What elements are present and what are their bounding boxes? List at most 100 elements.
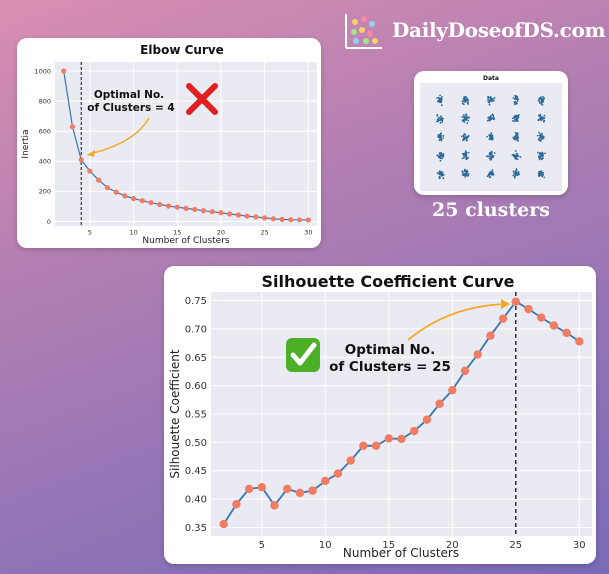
sil-data-point [486, 331, 495, 340]
sil-data-point [537, 313, 546, 322]
data-cluster-point [440, 98, 442, 101]
sil-y-tick-label: 0.35 [185, 523, 207, 534]
data-cluster-point [461, 171, 464, 174]
sil-y-tick-label: 0.40 [185, 495, 207, 506]
data-cluster-point [541, 154, 544, 156]
elbow-data-point [288, 217, 294, 223]
sil-data-point [283, 484, 292, 494]
data-cluster-point [516, 119, 519, 122]
data-cluster-point [513, 101, 516, 103]
data-cluster-point [512, 120, 514, 122]
elbow-data-point [262, 215, 268, 221]
sil-data-point [346, 456, 355, 465]
elbow-data-point [235, 212, 241, 218]
data-cluster-point [543, 136, 545, 138]
silhouette-annotation-arrow [407, 303, 507, 341]
elbow-x-tick-label: 20 [217, 229, 225, 237]
sil-data-point [511, 297, 520, 306]
data-cluster-point [517, 114, 520, 116]
data-cluster-point [486, 175, 489, 178]
data-cluster-point [512, 170, 515, 173]
sil-y-tick-label: 0.75 [185, 296, 207, 307]
data-cluster-point [489, 135, 492, 138]
data-cluster-point [442, 137, 444, 140]
data-cluster-point [440, 104, 443, 107]
data-cluster-point [539, 136, 542, 139]
sil-data-point [232, 500, 241, 509]
sil-data-point [549, 321, 559, 330]
data-cluster-point [513, 175, 516, 178]
sil-data-point [257, 483, 266, 492]
elbow-chart-title: Elbow Curve [140, 43, 224, 57]
elbow-x-tick-label: 5 [88, 229, 92, 237]
data-cluster-point [540, 170, 543, 172]
data-cluster-point [517, 172, 519, 175]
data-cluster-point [464, 170, 466, 173]
elbow-data-point [296, 217, 303, 223]
sil-data-point [448, 385, 457, 395]
data-cluster-point [536, 134, 539, 137]
data-cluster-point [463, 96, 465, 98]
data-cluster-point [440, 136, 443, 139]
sil-data-point [498, 314, 508, 323]
data-cluster-point [442, 177, 445, 180]
data-cluster-point [490, 172, 493, 174]
data-cluster-point [461, 135, 463, 138]
data-cluster-point [514, 150, 517, 152]
elbow-y-axis-label: Inertia [21, 129, 31, 158]
data-cluster-point [488, 103, 491, 106]
data-cluster-point [463, 119, 466, 122]
elbow-data-point [61, 68, 67, 74]
elbow-x-tick-label: 25 [260, 229, 268, 237]
data-cluster-point [442, 155, 444, 158]
data-cluster-point [438, 139, 441, 142]
data-cluster-point [462, 135, 465, 138]
data-cluster-point [517, 173, 520, 176]
data-cluster-point [541, 99, 544, 102]
data-cluster-point [538, 158, 541, 161]
data-cluster-point [539, 115, 541, 117]
data-cluster-point [442, 173, 445, 176]
data-cluster-point [542, 95, 544, 98]
data-cluster-point [464, 137, 466, 140]
data-cluster-point [541, 155, 544, 158]
data-cluster-point [516, 137, 519, 140]
elbow-data-point [157, 201, 163, 208]
elbow-data-point [148, 200, 154, 206]
data-cluster-point [539, 97, 542, 100]
data-cluster-point [490, 155, 493, 158]
data-cluster-point [488, 133, 491, 136]
elbow-annotation-line-1: Optimal No. [94, 89, 164, 101]
data-cluster-point [461, 115, 464, 118]
sil-data-point [295, 488, 305, 498]
clusters-caption: 25 clusters [432, 199, 550, 221]
data-cluster-point [468, 116, 471, 119]
sil-data-point [410, 426, 419, 436]
data-cluster-point [466, 98, 469, 100]
elbow-data-point [96, 177, 102, 183]
sil-data-point [397, 434, 406, 444]
data-cluster-point [540, 138, 542, 141]
data-cluster-point [541, 137, 544, 140]
elbow-data-point [200, 208, 207, 214]
data-cluster-point [492, 116, 495, 119]
data-cluster-point [440, 101, 442, 104]
sil-data-point [435, 399, 444, 408]
data-cluster-point [492, 118, 495, 121]
elbow-x-tick-label: 15 [173, 229, 181, 237]
data-cluster-point [515, 114, 517, 117]
sil-data-point [244, 484, 254, 494]
data-cluster-point [463, 152, 465, 155]
data-cluster-point [462, 120, 464, 123]
sil-x-tick-label: 30 [573, 540, 586, 551]
data-cluster-point [488, 99, 491, 102]
data-cluster-point [515, 168, 518, 170]
silhouette-y-axis-label: Silhouette Coefficient [168, 349, 182, 478]
data-cluster-point [541, 98, 543, 100]
data-cluster-point [544, 152, 546, 155]
data-cluster-point [440, 152, 443, 155]
data-cluster-point [439, 177, 441, 179]
data-cluster-point [515, 119, 517, 122]
data-cluster-point [515, 169, 518, 172]
data-cluster-point [543, 176, 545, 179]
